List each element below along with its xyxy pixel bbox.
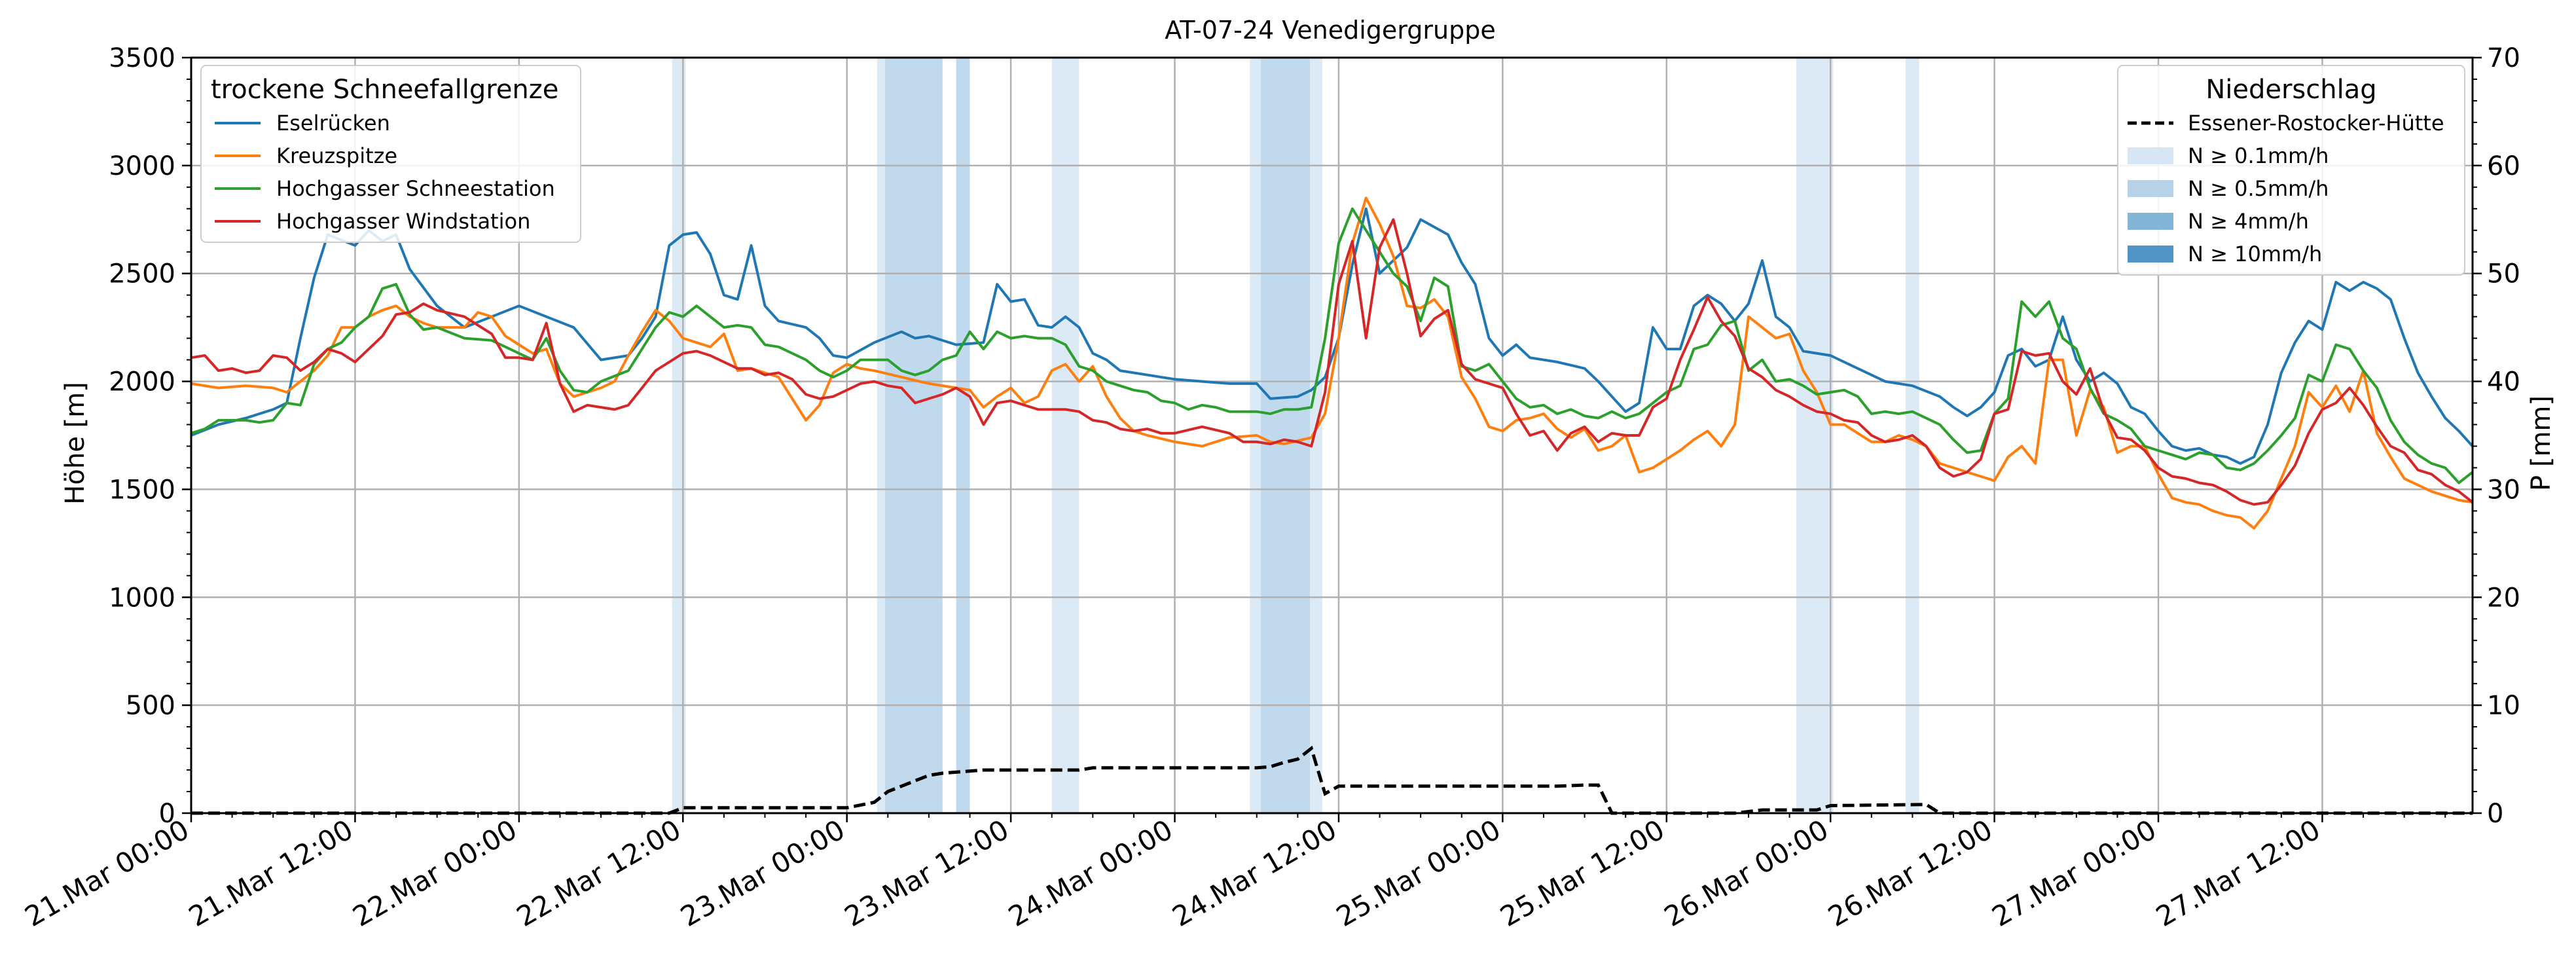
legend-snowline: trockene Schneefallgrenze Eselrücken Kreuz… [200, 65, 581, 243]
y-tick-label: 0 [159, 799, 175, 829]
precip-band [1260, 58, 1311, 813]
precip-band [956, 58, 970, 813]
precipitation-line [191, 745, 2473, 815]
y2-tick-label: 20 [2487, 583, 2520, 613]
legend-title: trockene Schneefallgrenze [211, 75, 558, 105]
precip-band [877, 58, 886, 813]
y-tick-label: 3500 [109, 43, 175, 73]
legend-entry-label: Eselrücken [276, 111, 390, 136]
legend-swatch [2128, 246, 2173, 263]
y-tick-label: 1000 [109, 583, 175, 613]
legend-swatch [2128, 180, 2173, 197]
y2-tick-label: 10 [2487, 691, 2520, 721]
y2-tick-label: 70 [2487, 43, 2520, 73]
grid-lines [190, 56, 2473, 814]
series-line-hochgasser-windstation [190, 218, 2474, 506]
legend-entry-label: Hochgasser Windstation [276, 209, 530, 234]
y-tick-label: 2000 [109, 367, 175, 397]
legend-entry-label: Kreuzspitze [276, 143, 397, 168]
legend-entry-label: Essener-Rostocker-Hütte [2188, 111, 2444, 136]
series-lines [190, 196, 2474, 530]
series-line-eselr-cken [190, 207, 2474, 465]
y2-tick-label: 60 [2487, 151, 2520, 181]
legend-swatch [2128, 213, 2173, 230]
y-tick-label: 1500 [109, 475, 175, 505]
y-axis-label: Höhe [m] [60, 382, 90, 504]
precip-line [191, 745, 2473, 815]
legend-box [2117, 65, 2465, 276]
precip-band [1051, 58, 1079, 813]
y2-tick-label: 30 [2487, 475, 2520, 505]
chart-title: AT-07-24 Venedigergruppe [1165, 16, 1495, 45]
precip-band [1310, 58, 1322, 813]
legend-entry-label: N ≥ 0.5mm/h [2188, 176, 2329, 201]
legend-swatch [2128, 147, 2173, 164]
legend-entry-label: N ≥ 10mm/h [2188, 242, 2322, 266]
legend-title: Niederschlag [2205, 75, 2376, 105]
y2-axis-label: P [mm] [2526, 395, 2556, 491]
y-tick-label: 3000 [109, 151, 175, 181]
precip-band [885, 58, 943, 813]
legend-entry-label: N ≥ 4mm/h [2188, 209, 2309, 234]
y2-tick-label: 0 [2487, 799, 2503, 829]
y-tick-label: 2500 [109, 259, 175, 289]
legend-entry-label: Hochgasser Schneestation [276, 176, 555, 201]
y-tick-label: 500 [126, 691, 175, 721]
precipitation-bands [672, 58, 1919, 813]
legend-precipitation: Niederschlag Essener-Rostocker-Hütte N ≥ 0… [2117, 65, 2465, 276]
plot-frame [190, 56, 2474, 814]
legend-box [200, 65, 581, 243]
precip-band [1796, 58, 1834, 813]
y2-tick-label: 50 [2487, 259, 2520, 289]
legend-entry-label: N ≥ 0.1mm/h [2188, 143, 2329, 168]
y2-tick-label: 40 [2487, 367, 2520, 397]
